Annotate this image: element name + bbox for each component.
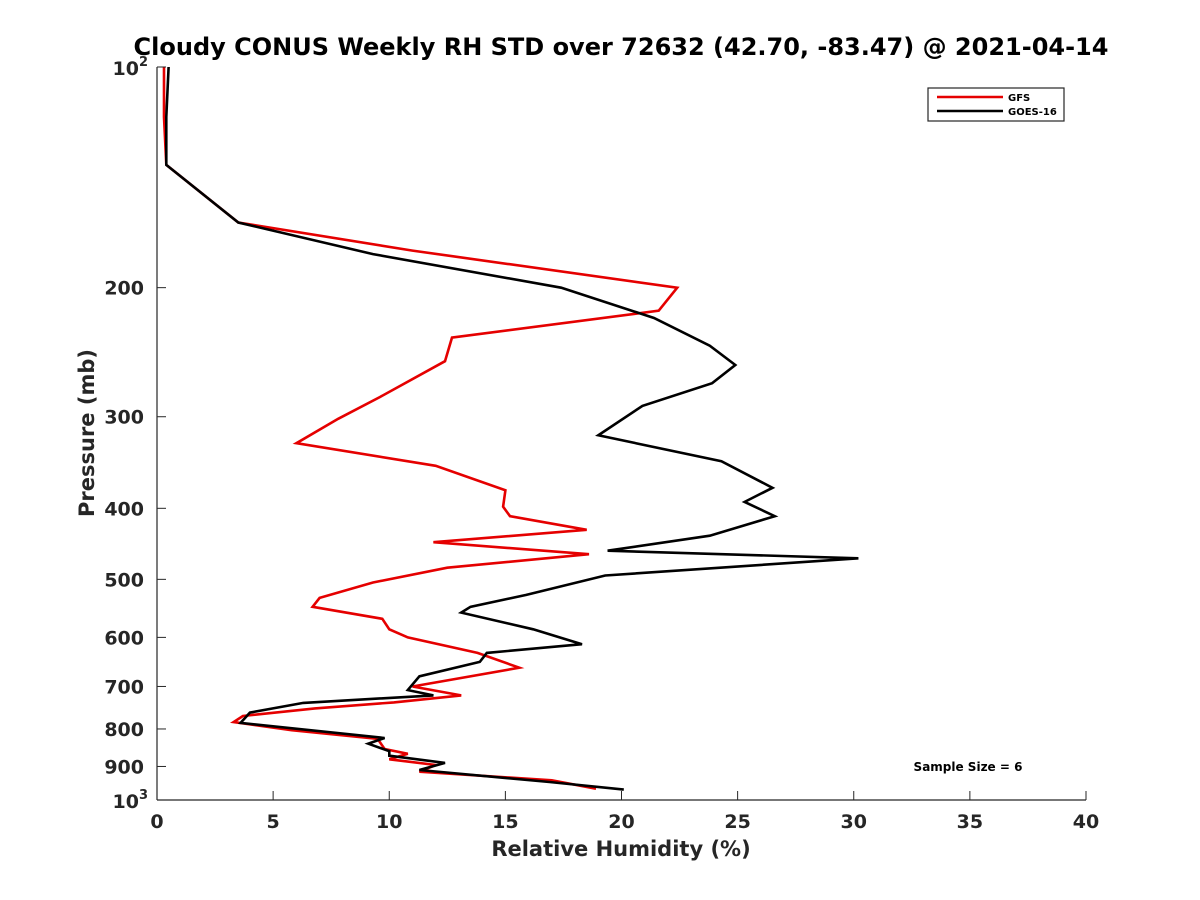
legend-label: GFS bbox=[1008, 93, 1030, 104]
y-axis: 200 300 400 500 600 700 800 900 102 103 bbox=[104, 55, 166, 813]
y-end-tick-label: 102 bbox=[113, 55, 149, 80]
x-axis-label: Relative Humidity (%) bbox=[491, 837, 750, 861]
series-line-gfs bbox=[162, 67, 680, 790]
x-tick-label: 10 bbox=[376, 811, 402, 833]
y-tick-label: 200 bbox=[104, 278, 144, 300]
y-tick-label: 400 bbox=[104, 498, 144, 520]
plot-frame bbox=[157, 67, 1086, 800]
series-line-goes-16 bbox=[165, 66, 859, 791]
y-end-tick-label: 103 bbox=[113, 788, 149, 813]
y-tick-label: 300 bbox=[104, 407, 144, 429]
x-tick-label: 25 bbox=[724, 811, 750, 833]
legend-box bbox=[927, 87, 1065, 122]
sample-size-annotation: Sample Size = 6 bbox=[914, 760, 1023, 774]
x-tick-label: 30 bbox=[841, 811, 867, 833]
y-tick-label: 500 bbox=[104, 569, 144, 591]
x-tick-label: 0 bbox=[150, 811, 163, 833]
x-axis: 0 5 10 15 20 25 30 35 40 bbox=[150, 791, 1099, 833]
x-tick-label: 15 bbox=[492, 811, 518, 833]
x-tick-label: 5 bbox=[267, 811, 280, 833]
y-tick-label: 800 bbox=[104, 719, 144, 741]
y-tick-label: 700 bbox=[104, 676, 144, 698]
legend: GFS GOES-16 bbox=[927, 87, 1065, 122]
y-tick-label: 900 bbox=[104, 756, 144, 778]
y-axis-label: Pressure (mb) bbox=[75, 349, 99, 517]
legend-label: GOES-16 bbox=[1008, 107, 1057, 118]
x-tick-label: 20 bbox=[608, 811, 634, 833]
y-tick-label: 600 bbox=[104, 627, 144, 649]
plot-area bbox=[162, 66, 859, 791]
x-tick-label: 40 bbox=[1073, 811, 1099, 833]
chart-title: Cloudy CONUS Weekly RH STD over 72632 (4… bbox=[134, 33, 1109, 61]
x-tick-label: 35 bbox=[957, 811, 983, 833]
